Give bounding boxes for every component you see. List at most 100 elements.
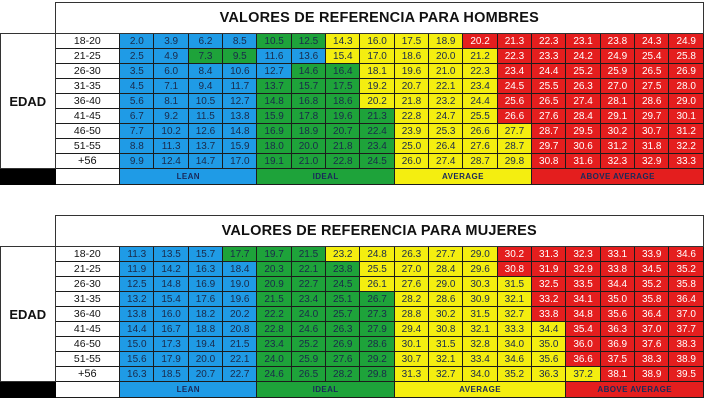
body-fat-value-cell: 20.0: [187, 351, 224, 367]
body-fat-value-cell: 27.9: [359, 321, 395, 337]
body-fat-value-cell: 37.5: [599, 351, 636, 367]
body-fat-value-cell: 22.1: [428, 78, 464, 94]
body-fat-value-cell: 6.7: [119, 108, 155, 124]
body-fat-value-cell: 27.3: [359, 306, 395, 322]
table-row: 31-35 4.5 7.1 9.4 11.7 13.7 15.7 17.5 19.2 20.7 22…: [1, 78, 704, 94]
body-fat-value-cell: 30.7: [634, 123, 670, 139]
table-row: 21-25 2.5 4.9 7.3 9.5 11.6 13.6 15.4 17.0 18.6 20.…: [1, 48, 704, 64]
body-fat-value-cell: 27.4: [428, 153, 464, 169]
men-reference-table: VALORES DE REFERENCIA PARA HOMBRES EDAD 1…: [0, 2, 705, 185]
age-range-cell: 36-40: [54, 93, 121, 109]
body-fat-value-cell: 38.9: [634, 366, 670, 382]
body-fat-value-cell: 13.8: [119, 306, 155, 322]
body-fat-value-cell: 12.7: [256, 63, 292, 79]
body-fat-value-cell: 26.5: [290, 366, 327, 382]
body-fat-value-cell: 14.4: [119, 321, 155, 337]
category-label-above: ABOVE AVERAGE: [565, 381, 704, 398]
body-fat-value-cell: 12.5: [119, 276, 155, 292]
body-fat-value-cell: 20.2: [222, 306, 258, 322]
body-fat-value-cell: 24.5: [496, 78, 533, 94]
body-fat-value-cell: 34.0: [496, 336, 533, 352]
body-fat-value-cell: 19.2: [359, 78, 395, 94]
body-fat-value-cell: 27.7: [428, 246, 464, 262]
age-group-header: EDAD: [0, 33, 56, 169]
body-fat-value-cell: 33.3: [496, 321, 533, 337]
body-fat-value-cell: 7.3: [187, 48, 224, 64]
body-fat-value-cell: 23.4: [462, 78, 498, 94]
body-fat-value-cell: 33.4: [462, 351, 498, 367]
body-fat-value-cell: 24.6: [290, 321, 327, 337]
body-fat-value-cell: 32.1: [428, 351, 464, 367]
body-fat-value-cell: 19.6: [222, 291, 258, 307]
body-fat-value-cell: 13.5: [153, 246, 189, 262]
body-fat-value-cell: 10.5: [187, 93, 224, 109]
body-fat-value-cell: 25.2: [290, 336, 327, 352]
body-fat-value-cell: 32.3: [599, 153, 636, 169]
body-fat-value-cell: 2.0: [119, 33, 155, 49]
body-fat-value-cell: 21.0: [290, 153, 327, 169]
body-fat-value-cell: 32.2: [668, 138, 704, 154]
body-fat-value-cell: 31.5: [496, 276, 533, 292]
body-fat-value-cell: 29.4: [393, 321, 430, 337]
body-fat-value-cell: 30.2: [428, 306, 464, 322]
body-fat-value-cell: 27.6: [325, 351, 361, 367]
body-fat-value-cell: 15.7: [290, 78, 327, 94]
body-fat-value-cell: 22.3: [462, 63, 498, 79]
body-fat-value-cell: 31.8: [634, 138, 670, 154]
table-row: EDAD 18-20 2.0 3.9 6.2 8.5 10.5 12.5 14.3 16.0 17.…: [0, 33, 704, 169]
body-fat-value-cell: 30.1: [668, 108, 704, 124]
body-fat-value-cell: 13.6: [290, 48, 327, 64]
body-fat-value-cell: 15.4: [153, 291, 189, 307]
body-fat-value-cell: 11.7: [222, 78, 258, 94]
body-fat-value-cell: 37.2: [565, 366, 601, 382]
age-range-cell: 46-50: [54, 336, 121, 352]
empty-label-cell: [54, 381, 121, 398]
body-fat-value-cell: 24.0: [290, 306, 327, 322]
body-fat-value-cell: 11.3: [119, 246, 155, 262]
body-fat-value-cell: 28.4: [428, 261, 464, 277]
body-fat-value-cell: 25.4: [634, 48, 670, 64]
body-fat-value-cell: 28.7: [496, 138, 533, 154]
body-fat-value-cell: 20.2: [462, 33, 498, 49]
body-fat-value-cell: 19.4: [187, 336, 224, 352]
body-fat-value-cell: 29.0: [462, 246, 498, 262]
age-range-cell: 18-20: [54, 246, 121, 262]
body-fat-value-cell: 29.8: [359, 366, 395, 382]
body-fat-value-cell: 24.6: [256, 366, 292, 382]
table-row: 46-50 15.0 17.3 19.4 21.5 23.4 25.2 26.9 28.6 30.…: [1, 336, 704, 352]
body-fat-value-cell: 22.7: [290, 276, 327, 292]
body-fat-value-cell: 22.8: [256, 321, 292, 337]
table-row: 36-40 5.6 8.1 10.5 12.7 14.8 16.8 18.6 20.2 21.8 2…: [1, 93, 704, 109]
women-table-title: VALORES DE REFERENCIA PARA MUJERES: [54, 215, 705, 247]
body-fat-value-cell: 33.8: [531, 306, 567, 322]
category-label-above: ABOVE AVERAGE: [531, 168, 704, 185]
body-fat-value-cell: 31.6: [565, 153, 601, 169]
body-fat-value-cell: 24.5: [359, 153, 395, 169]
body-fat-value-cell: 26.5: [634, 63, 670, 79]
body-fat-value-cell: 20.7: [325, 123, 361, 139]
body-fat-value-cell: 28.2: [325, 366, 361, 382]
body-fat-value-cell: 17.9: [153, 351, 189, 367]
body-fat-value-cell: 20.7: [393, 78, 430, 94]
body-fat-value-cell: 35.8: [668, 276, 704, 292]
body-fat-value-cell: 4.9: [153, 48, 189, 64]
body-fat-value-cell: 23.4: [256, 336, 292, 352]
body-fat-value-cell: 16.7: [153, 321, 189, 337]
body-fat-value-cell: 19.6: [325, 108, 361, 124]
body-fat-value-cell: 37.6: [634, 336, 670, 352]
body-fat-value-cell: 24.8: [359, 246, 395, 262]
body-fat-value-cell: 16.3: [187, 261, 224, 277]
body-fat-value-cell: 38.3: [668, 336, 704, 352]
body-fat-value-cell: 17.0: [359, 48, 395, 64]
body-fat-value-cell: 8.4: [187, 63, 224, 79]
body-fat-value-cell: 29.7: [531, 138, 567, 154]
body-fat-value-cell: 19.7: [256, 246, 292, 262]
body-fat-value-cell: 25.1: [325, 291, 361, 307]
body-fat-value-cell: 38.3: [634, 351, 670, 367]
body-fat-value-cell: 36.6: [565, 351, 601, 367]
body-fat-value-cell: 8.8: [119, 138, 155, 154]
body-fat-value-cell: 35.6: [599, 306, 636, 322]
body-fat-value-cell: 30.7: [393, 351, 430, 367]
body-fat-value-cell: 14.8: [256, 93, 292, 109]
body-fat-value-cell: 32.7: [428, 366, 464, 382]
